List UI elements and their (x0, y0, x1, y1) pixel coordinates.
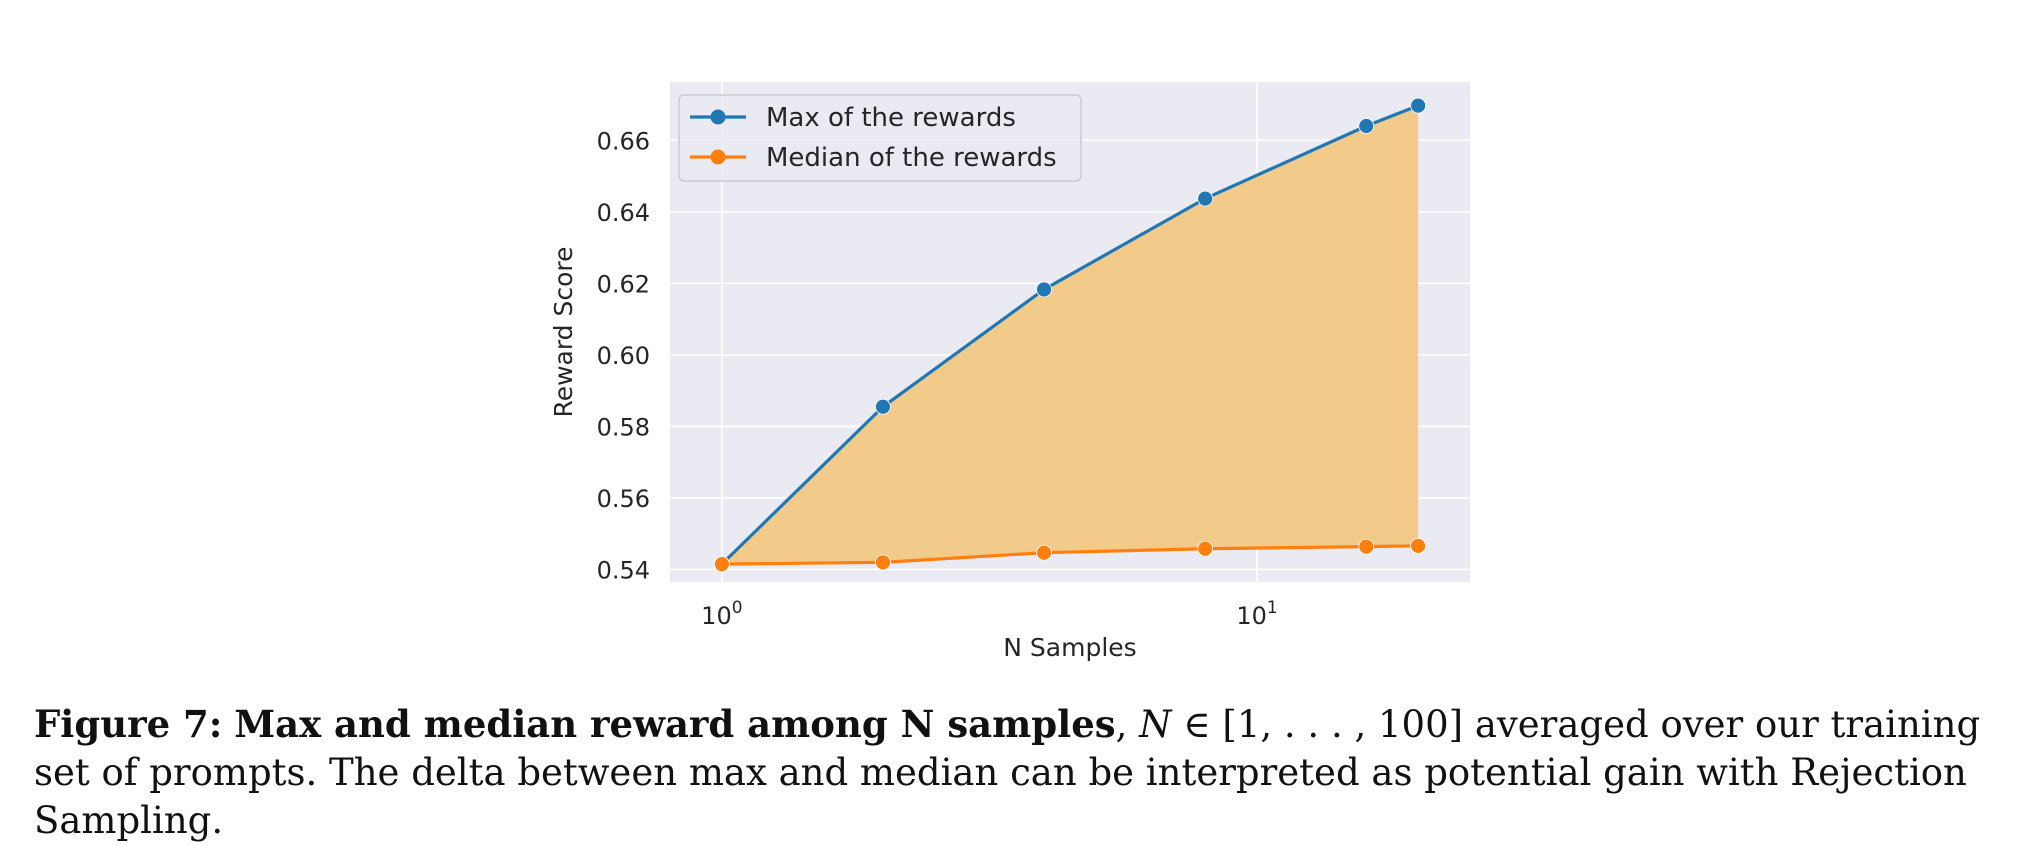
series-line-median (721, 544, 1419, 566)
caption-math-set: ∈ [1, . . . , 100] (1183, 703, 1464, 746)
y-tick-label: 0.56 (597, 485, 650, 513)
data-point-median (875, 554, 891, 571)
data-point-max (1036, 281, 1052, 298)
data-point-median (1197, 540, 1214, 557)
caption-math-n: N (1139, 703, 1172, 746)
reward-chart: 0.54 0.56 0.58 0.60 0.62 0.64 0.66 100 101 N Sa… (549, 82, 1470, 662)
caption-text: averaged over our training set of prompt… (34, 703, 1981, 842)
data-point-max (875, 398, 891, 415)
y-tick-label: 0.62 (597, 270, 650, 298)
data-point-max (1197, 190, 1214, 207)
fill-between-layer (721, 105, 1419, 565)
data-point-max (1358, 118, 1375, 134)
data-point-max (1410, 97, 1427, 114)
figure-caption: Figure 7: Max and median reward among N … (34, 702, 1981, 842)
legend-marker-max (710, 109, 726, 125)
data-point-median (713, 556, 730, 573)
y-tick-labels: 0.54 0.56 0.58 0.60 0.62 0.64 0.66 (597, 127, 650, 584)
series-line-max (720, 104, 1419, 566)
fill-between-area (721, 105, 1419, 565)
y-tick-label: 0.58 (597, 413, 650, 441)
x-axis-label: N Samples (1003, 633, 1136, 662)
y-tick-label: 0.54 (597, 556, 650, 584)
legend-box (678, 94, 1082, 182)
legend-label-median: Median of the rewards (766, 143, 1057, 173)
y-tick-label: 0.64 (597, 199, 650, 227)
data-point-median (1358, 538, 1375, 555)
y-tick-label: 0.60 (597, 342, 650, 370)
legend-marker-median (710, 149, 726, 165)
series-layer (713, 97, 1427, 573)
x-tick-label: 101 (1236, 598, 1277, 630)
caption-label: Figure 7: (34, 702, 223, 746)
data-point-median (1410, 537, 1427, 554)
y-tick-label: 0.66 (597, 127, 650, 155)
x-tick-labels: 100 101 (701, 598, 1278, 630)
data-point-median (1036, 544, 1052, 561)
caption-title: Max and median reward among N samples (234, 702, 1116, 746)
legend: Max of the rewards Median of the rewards (678, 94, 1082, 182)
legend-label-max: Max of the rewards (766, 103, 1016, 133)
y-axis-label: Reward Score (549, 246, 578, 417)
x-tick-label: 100 (701, 598, 742, 630)
